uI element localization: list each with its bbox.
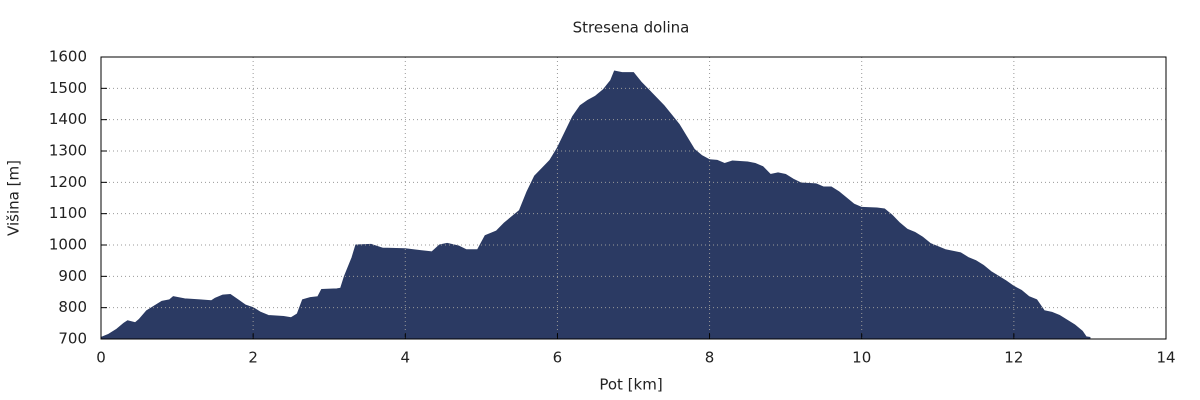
- y-tick-label: 1400: [49, 110, 87, 128]
- y-tick-label: 900: [58, 267, 87, 285]
- plot-frame: [100, 56, 1167, 340]
- x-tick-label: 12: [1004, 349, 1023, 367]
- y-tick-label: 1600: [49, 48, 87, 66]
- y-tick-label: 700: [58, 330, 87, 348]
- x-tick-label: 4: [401, 349, 411, 367]
- x-tick-label: 6: [553, 349, 563, 367]
- y-tick-label: 1500: [49, 79, 87, 97]
- y-tick-label: 1000: [49, 236, 87, 254]
- y-axis-label: Višina [m]: [5, 160, 23, 236]
- x-tick-label: 10: [852, 349, 871, 367]
- y-tick-label: 800: [58, 298, 87, 316]
- x-tick-label: 2: [248, 349, 258, 367]
- y-tick-label: 1300: [49, 142, 87, 160]
- x-tick-label: 0: [96, 349, 106, 367]
- y-tick-label: 1100: [49, 204, 87, 222]
- x-axis-label: Pot [km]: [599, 376, 662, 394]
- x-tick-label: 8: [705, 349, 715, 367]
- elevation-area: [100, 70, 1091, 340]
- chart-title: Stresena dolina: [573, 19, 690, 37]
- y-tick-label: 1200: [49, 173, 87, 191]
- x-tick-label: 14: [1156, 349, 1175, 367]
